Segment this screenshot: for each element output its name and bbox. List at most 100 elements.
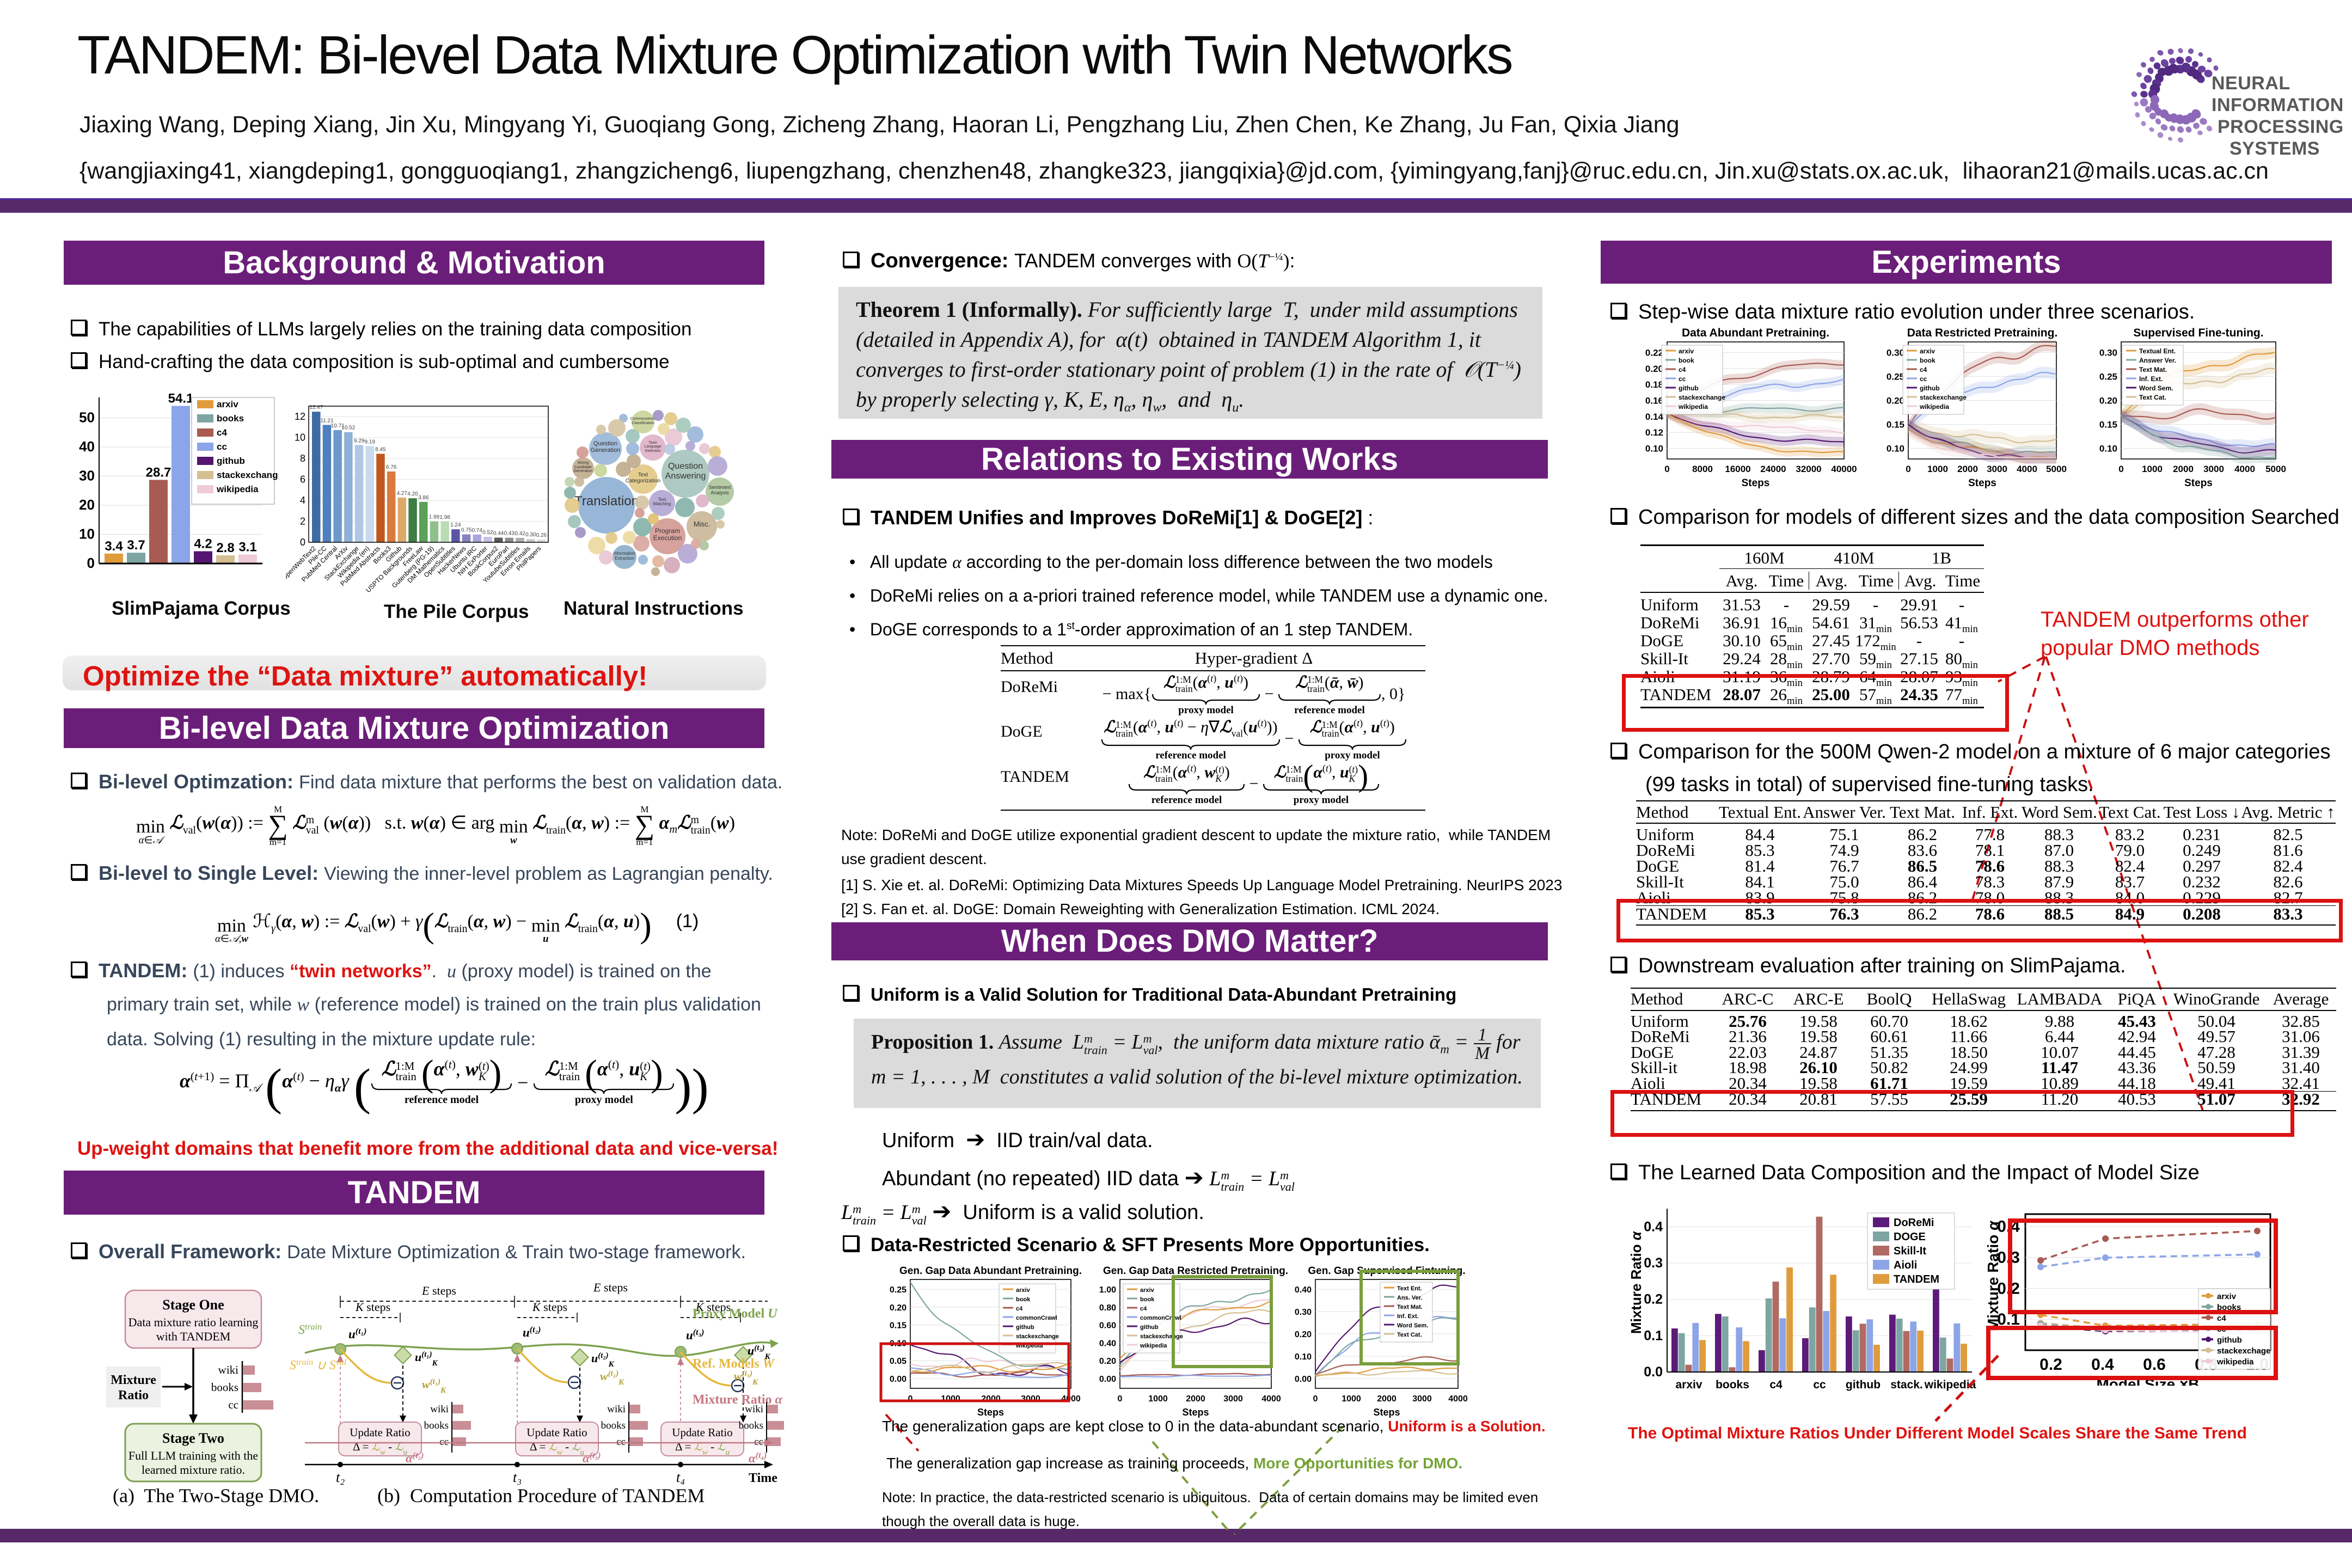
svg-text:stackexchange: stackexchange	[1016, 1333, 1059, 1340]
svg-text:Stage One: Stage One	[162, 1297, 224, 1313]
svg-text:c4: c4	[1679, 366, 1686, 373]
svg-text:t₄: t₄	[676, 1469, 685, 1485]
svg-text:books: books	[1716, 1379, 1749, 1391]
svg-text:3000: 3000	[1223, 1394, 1243, 1404]
svg-text:stack.: stack.	[1890, 1379, 1923, 1391]
svg-text:github: github	[217, 456, 245, 466]
svg-text:Program: Program	[655, 527, 680, 535]
svg-text:0.20: 0.20	[1645, 364, 1663, 374]
svg-text:12: 12	[295, 411, 305, 422]
svg-text:4000: 4000	[2017, 464, 2037, 474]
svg-text:40: 40	[79, 438, 95, 455]
svg-text:5000: 5000	[2265, 464, 2286, 474]
svg-text:Word Sem.: Word Sem.	[1397, 1322, 1428, 1329]
svg-text:4: 4	[300, 495, 305, 506]
svg-text:Supervised Fine-tuning.: Supervised Fine-tuning.	[2133, 327, 2263, 339]
svg-text:github: github	[2217, 1336, 2242, 1345]
svg-text:28.7: 28.7	[146, 465, 171, 480]
svg-text:3.1: 3.1	[238, 540, 256, 554]
svg-text:Textual Ent.: Textual Ent.	[2139, 347, 2176, 355]
svg-text:Analysis: Analysis	[710, 490, 729, 495]
svg-text:Answer Ver.: Answer Ver.	[2139, 357, 2176, 364]
svg-text:0.15: 0.15	[1886, 420, 1904, 430]
svg-text:0.16: 0.16	[1645, 396, 1663, 406]
svg-text:github: github	[1140, 1324, 1159, 1331]
svg-text:2000: 2000	[1957, 464, 1978, 474]
svg-text:3.7: 3.7	[127, 538, 145, 553]
svg-text:Wrong: Wrong	[578, 461, 589, 465]
svg-text:40000: 40000	[1831, 464, 1857, 474]
svg-text:Answering: Answering	[665, 471, 706, 481]
svg-text:0.25: 0.25	[890, 1285, 906, 1295]
svg-text:cc: cc	[228, 1398, 238, 1411]
svg-text:Information: Information	[614, 551, 635, 556]
svg-text:Text Mat.: Text Mat.	[1397, 1304, 1423, 1310]
svg-text:6.76: 6.76	[386, 464, 397, 470]
svg-text:0: 0	[87, 555, 95, 571]
svg-text:1.98: 1.98	[439, 514, 450, 520]
svg-text:E steps: E steps	[593, 1281, 628, 1294]
svg-text:0.43: 0.43	[504, 531, 515, 537]
svg-text:0: 0	[1664, 464, 1669, 474]
svg-text:9.29: 9.29	[354, 438, 365, 444]
svg-text:Generation: Generation	[591, 447, 620, 454]
svg-text:Commonsense: Commonsense	[630, 417, 656, 421]
svg-text:wiki: wiki	[745, 1404, 763, 1415]
svg-text:0.05: 0.05	[890, 1357, 906, 1366]
svg-text:0.15: 0.15	[890, 1321, 906, 1331]
svg-text:0.40: 0.40	[1295, 1285, 1312, 1295]
svg-text:wikipedia: wikipedia	[2216, 1357, 2254, 1367]
svg-text:Question: Question	[593, 440, 617, 447]
svg-text:50: 50	[79, 409, 95, 426]
svg-text:5000: 5000	[2046, 464, 2067, 474]
svg-text:0: 0	[1313, 1394, 1318, 1404]
svg-text:Steps: Steps	[1373, 1407, 1400, 1418]
svg-text:10.52: 10.52	[341, 425, 355, 431]
svg-text:Steps: Steps	[1742, 477, 1770, 489]
svg-text:0.18: 0.18	[1645, 379, 1663, 390]
svg-text:Text: Text	[658, 497, 666, 502]
svg-text:0.44: 0.44	[493, 531, 504, 537]
svg-text:0.10: 0.10	[1645, 444, 1663, 454]
svg-text:0.20: 0.20	[1295, 1330, 1312, 1339]
svg-text:1000: 1000	[1342, 1394, 1361, 1404]
svg-text:0.4: 0.4	[1644, 1219, 1663, 1234]
svg-text:2000: 2000	[2173, 464, 2194, 474]
svg-text:1000: 1000	[1148, 1394, 1168, 1404]
svg-text:Generation: Generation	[574, 469, 593, 473]
svg-text:Text: Text	[638, 472, 648, 478]
svg-text:with TANDEM: with TANDEM	[156, 1330, 231, 1343]
svg-text:0.20: 0.20	[1886, 396, 1904, 406]
svg-text:0.74: 0.74	[471, 528, 482, 534]
svg-text:Ref. Models W: Ref. Models W	[693, 1357, 775, 1371]
svg-text:wiki: wiki	[218, 1363, 239, 1376]
svg-text:Mixture: Mixture	[111, 1373, 156, 1387]
svg-text:books: books	[217, 413, 244, 424]
svg-text:0: 0	[1118, 1394, 1123, 1404]
svg-text:cc: cc	[1813, 1379, 1826, 1391]
svg-text:Mixture Ratio α: Mixture Ratio α	[693, 1393, 783, 1407]
svg-text:0: 0	[1906, 464, 1910, 474]
svg-text:books: books	[601, 1420, 626, 1431]
svg-text:3000: 3000	[1987, 464, 2007, 474]
svg-text:arxiv: arxiv	[1016, 1287, 1031, 1294]
svg-text:0.3: 0.3	[1644, 1255, 1663, 1271]
svg-text:10: 10	[79, 526, 95, 542]
svg-text:commonCrawl: commonCrawl	[1140, 1315, 1181, 1321]
svg-text:20: 20	[79, 497, 95, 513]
svg-text:commonCrawl: commonCrawl	[1016, 1315, 1057, 1321]
svg-text:Data mixture ratio learning: Data mixture ratio learning	[128, 1315, 259, 1329]
svg-text:book: book	[1140, 1296, 1155, 1303]
svg-text:Inf. Ext.: Inf. Ext.	[1397, 1313, 1419, 1320]
svg-text:32000: 32000	[1796, 464, 1821, 474]
svg-text:0.1: 0.1	[1644, 1328, 1663, 1343]
svg-text:0.75: 0.75	[461, 528, 472, 534]
svg-text:2000: 2000	[1186, 1394, 1205, 1404]
svg-text:cc: cc	[754, 1436, 763, 1448]
svg-text:K steps: K steps	[355, 1300, 390, 1314]
svg-text:Full LLM training with the: Full LLM training with the	[128, 1449, 258, 1462]
svg-text:books: books	[739, 1420, 763, 1431]
svg-text:0.12: 0.12	[1645, 427, 1663, 438]
svg-text:0.80: 0.80	[1099, 1303, 1116, 1313]
svg-text:c4: c4	[1769, 1379, 1783, 1391]
